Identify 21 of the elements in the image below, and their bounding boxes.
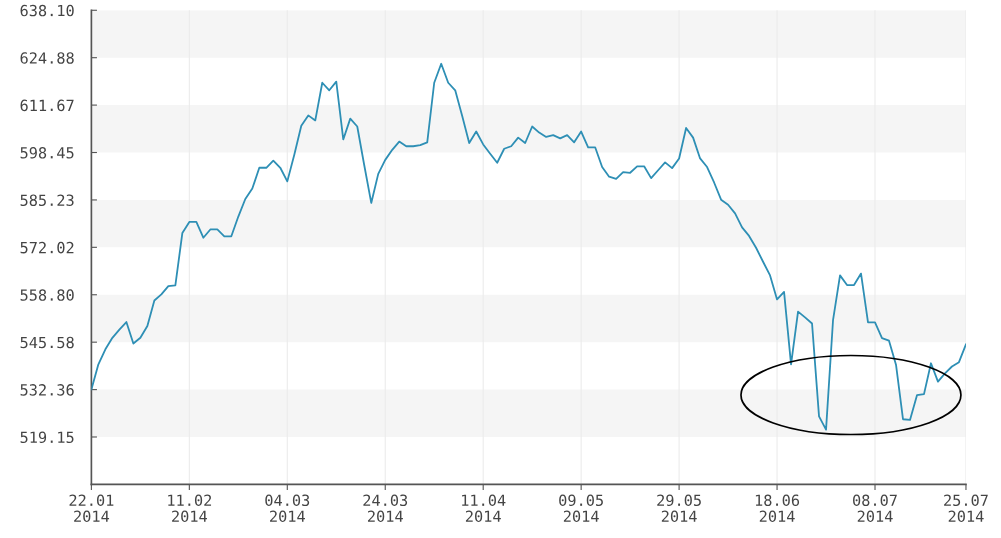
line-series [91, 62, 966, 431]
x-tick-label: 24.03 2014 [363, 494, 408, 523]
y-tick-label: 532.36 [20, 384, 74, 396]
y-tick-label: 572.02 [20, 241, 74, 254]
x-tick-label: 09.05 2014 [559, 494, 603, 523]
y-tick-label: 585.23 [20, 194, 74, 206]
y-tick-label: 519.15 [20, 431, 74, 444]
y-tick-label: 545.58 [20, 336, 74, 349]
y-tick-label: 558.80 [20, 289, 74, 301]
x-tick-label: 18.06 2014 [755, 494, 800, 523]
x-tick-label: 22.01 2014 [69, 494, 114, 523]
y-tick-label: 624.88 [20, 52, 74, 64]
x-tick-label: 04.03 2014 [265, 494, 310, 523]
y-tick-label: 611.67 [20, 99, 74, 112]
y-tick-label: 638.10 [20, 4, 74, 17]
x-tick-label: 29.05 2014 [657, 494, 701, 523]
x-tick-label: 11.04 2014 [462, 494, 506, 523]
x-tick-label: 25.07 2014 [944, 494, 988, 523]
x-tick-label: 11.02 2014 [168, 494, 212, 523]
x-tick-label: 08.07 2014 [853, 494, 897, 523]
y-tick-label: 598.45 [20, 147, 74, 159]
